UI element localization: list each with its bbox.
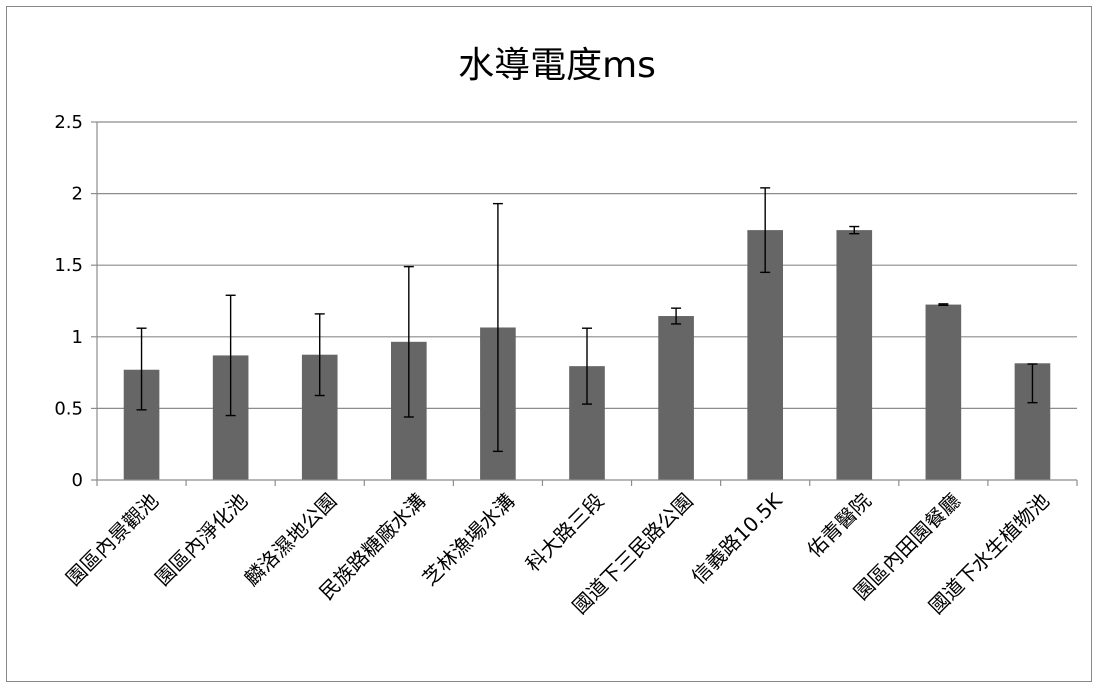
- y-tick-label: 1.5: [54, 255, 83, 276]
- y-tick-label: 0.5: [54, 398, 83, 419]
- chart-svg: 水導電度ms 00.511.522.5園區內景觀池園區內淨化池麟洛濕地公園民族路…: [54, 45, 1078, 619]
- bar: [836, 230, 873, 480]
- bar: [925, 304, 962, 480]
- category-label: 信義路10.5K: [687, 488, 788, 589]
- grid-layer: [97, 121, 1077, 409]
- y-tick-label: 0: [72, 470, 83, 491]
- category-label: 園區內淨化池: [150, 489, 252, 591]
- bar: [658, 316, 694, 480]
- axis-layer: 00.511.522.5園區內景觀池園區內淨化池麟洛濕地公園民族路糖廠水溝芝林漁…: [54, 112, 1078, 619]
- bar-layer: [123, 187, 1051, 480]
- y-tick-label: 1: [72, 327, 83, 348]
- category-label: 芝林漁場水溝: [418, 489, 520, 591]
- chart-frame: 水導電度ms 0 0.5 1 1.5 2 2.5 園區內景觀池 園區內淨化池 麟洛濕地公園 民族路…: [6, 6, 1092, 682]
- category-label: 科大路三段: [521, 489, 609, 577]
- category-label: 園區內景觀池: [61, 489, 163, 591]
- y-tick-label: 2: [72, 184, 83, 205]
- category-label: 佑青醫院: [802, 489, 876, 563]
- y-tick-label: 2.5: [54, 112, 83, 133]
- chart-title: 水導電度ms: [458, 45, 656, 86]
